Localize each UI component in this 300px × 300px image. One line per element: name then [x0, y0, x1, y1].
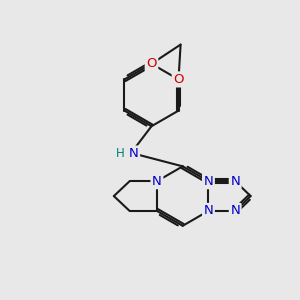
Text: H: H	[116, 147, 125, 160]
Text: N: N	[204, 204, 213, 218]
Text: O: O	[146, 57, 157, 70]
Text: N: N	[204, 175, 213, 188]
Text: O: O	[173, 73, 184, 86]
Text: N: N	[230, 204, 240, 218]
Text: N: N	[230, 175, 240, 188]
Text: N: N	[152, 175, 162, 188]
Text: N: N	[129, 147, 139, 160]
